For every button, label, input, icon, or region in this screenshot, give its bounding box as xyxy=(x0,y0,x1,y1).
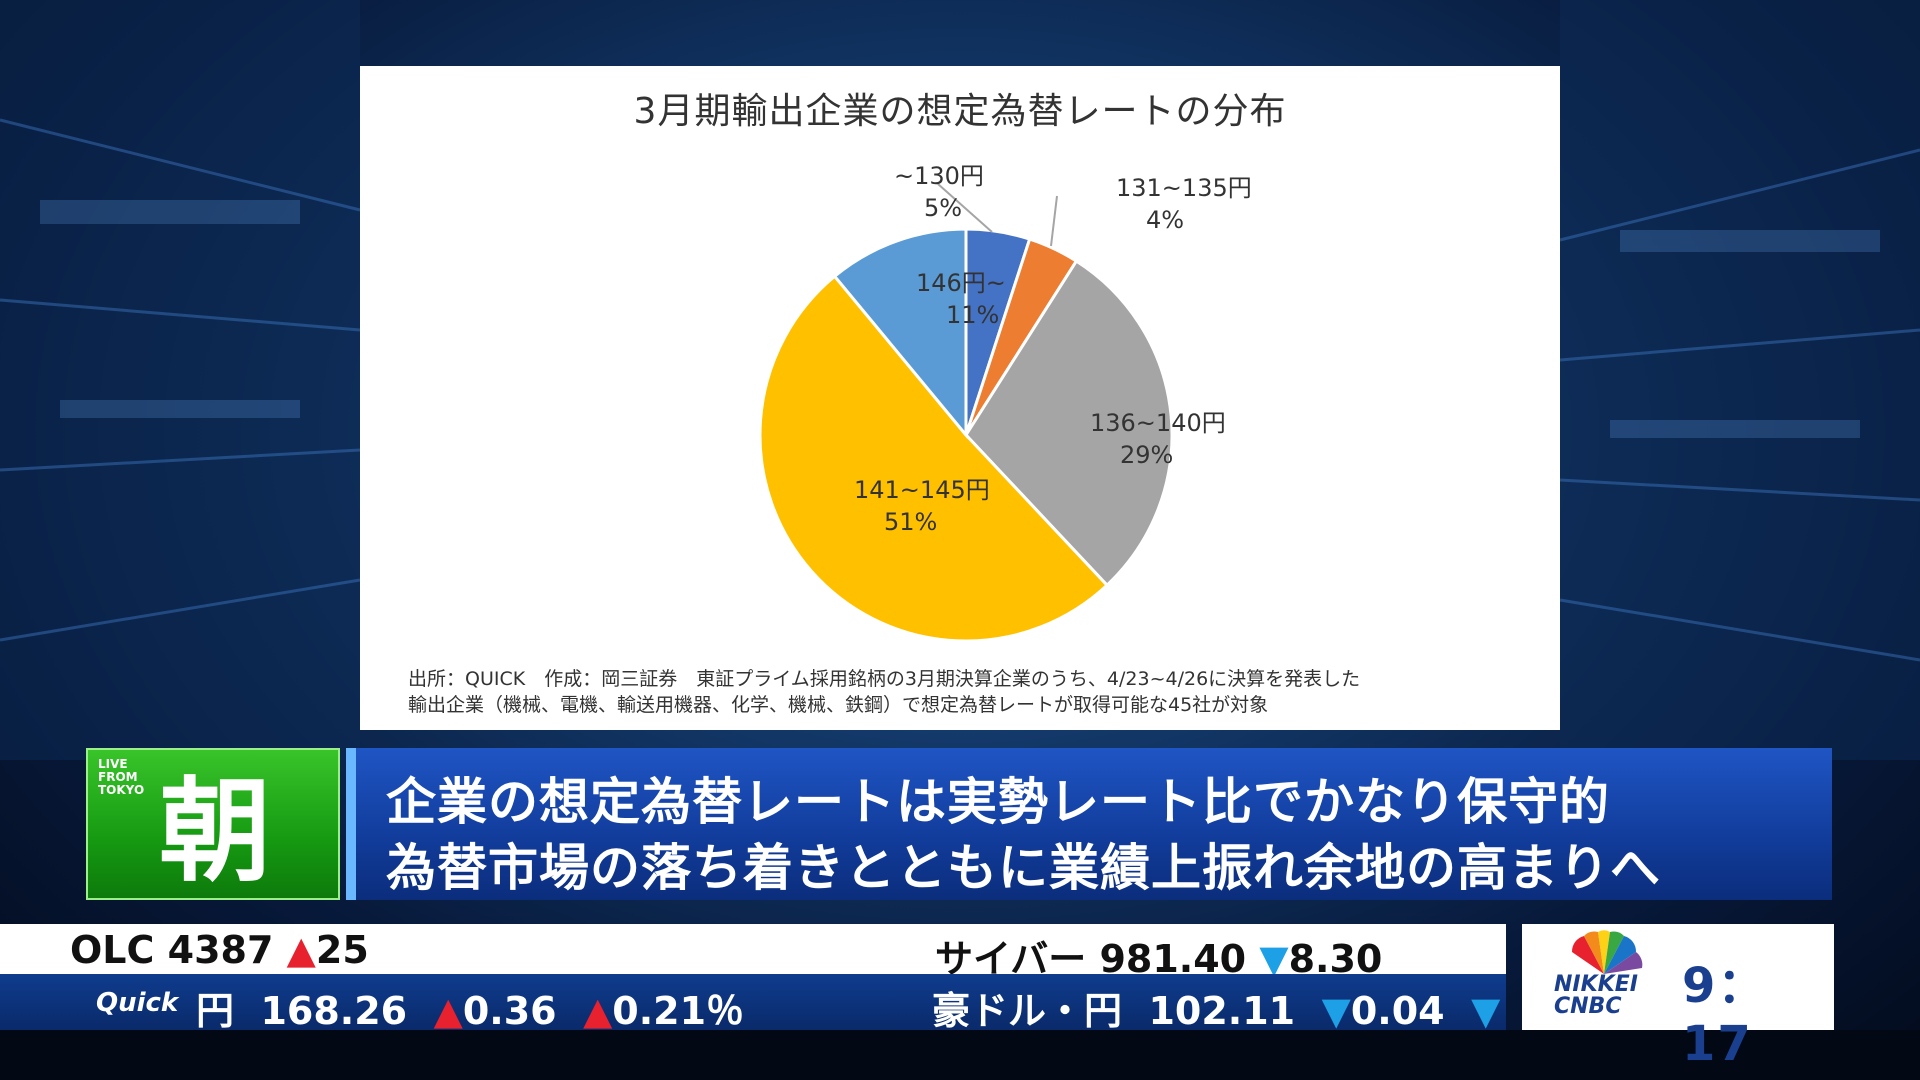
headline-line-2: 為替市場の落ち着きとともに業績上振れ余地の高まりへ xyxy=(386,839,1661,897)
up-arrow-icon: ▲ xyxy=(583,989,613,1033)
channel-logo-box: NIKKEI CNBC 9：17 xyxy=(1522,924,1834,1072)
ticker-item-audjpy: 豪ドル・円 102.11 ▼0.04 ▼ xyxy=(932,989,1501,1033)
clock: 9：17 xyxy=(1682,958,1768,1072)
fx-ticker-bottom: Quick 円 168.26 ▲0.36 ▲0.21％ 豪ドル・円 102.11… xyxy=(0,974,1506,1033)
headline-line-1: 企業の想定為替レートは実勢レート比でかなり保守的 xyxy=(386,773,1610,831)
peacock-logo-icon xyxy=(1571,930,1643,974)
down-arrow-icon: ▼ xyxy=(1259,937,1289,981)
slice-percent-3: 51% xyxy=(884,508,937,536)
live-from-tokyo-tag: LIVE FROM TOKYO xyxy=(98,757,145,797)
source-line-1: 出所：QUICK 作成：岡三証券 東証プライム採用銘柄の3月期決算企業のうち、4… xyxy=(408,668,1361,690)
ticker-item-yen: 円 168.26 ▲0.36 ▲0.21％ xyxy=(196,989,745,1033)
ticker-item-olc: OLC 4387 ▲25 xyxy=(70,928,369,972)
slice-percent-1: 4% xyxy=(1146,206,1184,234)
quick-source-label: Quick xyxy=(96,988,179,1018)
slice-label-2: 136~140円 xyxy=(1090,409,1226,437)
chart-source-note: 出所：QUICK 作成：岡三証券 東証プライム採用銘柄の3月期決算企業のうち、4… xyxy=(408,666,1528,718)
slice-percent-2: 29% xyxy=(1120,441,1173,469)
source-line-2: 輸出企業（機械、電機、輸送用機器、化学、機械、鉄鋼）で想定為替レートが取得可能な… xyxy=(408,694,1269,716)
up-arrow-icon: ▲ xyxy=(286,928,316,972)
chart-title: 3月期輸出企業の想定為替レートの分布 xyxy=(633,91,1287,132)
pie-chart: ~130円 5% 131~135円 4% 136~140円 29% 141~145円 51% 1… xyxy=(758,162,1252,643)
ticker-item-cyber: サイバー 981.40 ▼8.30 xyxy=(935,937,1383,981)
headline-bar: 企業の想定為替レートは実勢レート比でかなり保守的 為替市場の落ち着きとともに業績… xyxy=(346,748,1832,900)
chart-panel: 3月期輸出企業の想定為替レートの分布 ~130円 5% 131~135円 4% 136~… xyxy=(360,66,1560,730)
pie-slice-4 xyxy=(832,227,968,440)
program-name: 朝 xyxy=(159,767,271,897)
slice-percent-4: 11% xyxy=(946,301,999,329)
leader-line-1 xyxy=(1050,195,1058,247)
nikkei-cnbc-wordmark: NIKKEI CNBC xyxy=(1554,972,1638,1019)
down-arrow-icon: ▼ xyxy=(1471,989,1501,1033)
slice-percent-0: 5% xyxy=(924,194,962,222)
program-logo: LIVE FROM TOKYO 朝 xyxy=(86,748,340,900)
up-arrow-icon: ▲ xyxy=(433,989,463,1033)
slice-label-3: 141~145円 xyxy=(854,476,990,504)
stock-ticker-top: OLC 4387 ▲25 サイバー 981.40 ▼8.30 xyxy=(0,924,1506,981)
pie-slice-3 xyxy=(758,274,1110,643)
slice-label-0: ~130円 xyxy=(894,162,984,190)
down-arrow-icon: ▼ xyxy=(1321,989,1351,1033)
pie-slice-2 xyxy=(964,258,1174,588)
leader-line-0 xyxy=(937,183,993,233)
slice-label-1: 131~135円 xyxy=(1116,174,1252,202)
slice-label-4: 146円~ xyxy=(916,269,1006,297)
